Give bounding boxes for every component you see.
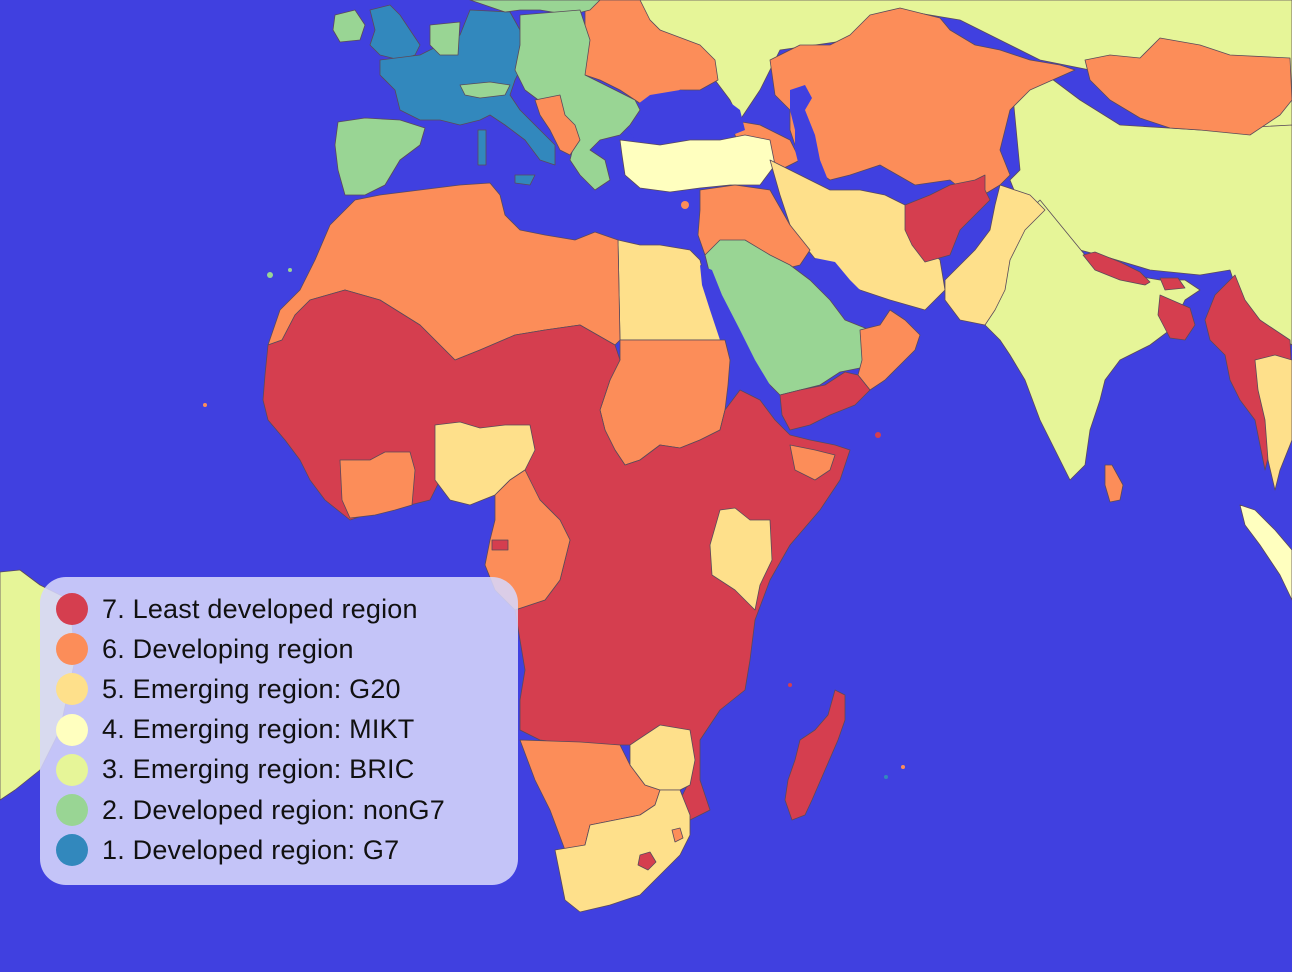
legend-label: 3. Emerging region: BRIC bbox=[102, 754, 415, 785]
region-benelux bbox=[429, 21, 461, 56]
region-sumatra bbox=[1239, 504, 1292, 601]
region-turkey bbox=[619, 134, 776, 193]
legend-item-least-developed: 7. Least developed region bbox=[56, 589, 518, 629]
legend-swatch-icon bbox=[56, 673, 88, 706]
legend-label: 1. Developed region: G7 bbox=[102, 834, 400, 865]
legend-swatch-icon bbox=[56, 794, 88, 827]
region-ireland bbox=[332, 9, 366, 43]
region-sri-lanka bbox=[1104, 464, 1124, 503]
region-bhutan bbox=[1159, 277, 1186, 291]
legend-item-developed-nong7: 2. Developed region: nonG7 bbox=[56, 790, 518, 830]
legend-swatch-icon bbox=[56, 593, 88, 626]
island-reunion bbox=[884, 775, 888, 779]
region-afghanistan bbox=[904, 174, 991, 263]
legend-label: 6. Developing region bbox=[102, 633, 354, 664]
region-balkans bbox=[534, 94, 581, 156]
legend-item-emerging-g20: 5. Emerging region: G20 bbox=[56, 669, 518, 709]
region-ivory-coast-ghana bbox=[339, 451, 416, 519]
legend-item-developing: 6. Developing region bbox=[56, 629, 518, 669]
region-bangladesh bbox=[1157, 294, 1196, 341]
region-mongolia bbox=[1084, 37, 1292, 136]
island-cape-verde bbox=[203, 403, 207, 407]
island-canaries bbox=[267, 272, 273, 278]
region-thailand bbox=[1254, 354, 1292, 491]
legend-label: 4. Emerging region: MIKT bbox=[102, 714, 415, 745]
region-lesotho bbox=[637, 851, 657, 871]
region-central-west-africa bbox=[484, 469, 571, 611]
region-zimbabwe bbox=[629, 724, 696, 791]
island-mauritius bbox=[901, 765, 905, 769]
legend-label: 2. Developed region: nonG7 bbox=[102, 794, 445, 825]
region-south-africa bbox=[554, 789, 691, 913]
legend-swatch-icon bbox=[56, 753, 88, 786]
region-switzerland bbox=[459, 81, 511, 99]
legend-swatch-icon bbox=[56, 834, 88, 867]
island-madeira bbox=[288, 268, 292, 272]
region-oman bbox=[857, 309, 921, 391]
region-equatorial-guinea bbox=[491, 539, 509, 551]
legend-item-emerging-mikt: 4. Emerging region: MIKT bbox=[56, 710, 518, 750]
region-nepal bbox=[1082, 251, 1151, 286]
map-legend: 7. Least developed region 6. Developing … bbox=[40, 577, 518, 885]
region-sicily bbox=[514, 174, 536, 186]
caspian-sea bbox=[790, 85, 830, 190]
legend-label: 7. Least developed region bbox=[102, 593, 418, 624]
legend-swatch-icon bbox=[56, 713, 88, 746]
region-kenya bbox=[709, 507, 773, 611]
region-djibouti-somaliland bbox=[789, 444, 836, 481]
region-uk bbox=[369, 4, 421, 61]
black-sea bbox=[625, 90, 745, 145]
island-cyprus bbox=[681, 201, 689, 209]
legend-swatch-icon bbox=[56, 633, 88, 666]
region-yemen bbox=[779, 371, 871, 431]
red-sea bbox=[700, 265, 790, 445]
region-iberia bbox=[334, 117, 426, 196]
region-pakistan bbox=[944, 184, 1046, 326]
island-comoros bbox=[788, 683, 792, 687]
persian-gulf bbox=[815, 258, 900, 320]
legend-item-emerging-bric: 3. Emerging region: BRIC bbox=[56, 750, 518, 790]
region-madagascar bbox=[784, 689, 846, 821]
region-swaziland bbox=[671, 827, 684, 843]
region-sardinia bbox=[477, 129, 487, 166]
legend-label: 5. Emerging region: G20 bbox=[102, 673, 401, 704]
island-socotra bbox=[875, 432, 881, 438]
legend-item-developed-g7: 1. Developed region: G7 bbox=[56, 830, 518, 870]
